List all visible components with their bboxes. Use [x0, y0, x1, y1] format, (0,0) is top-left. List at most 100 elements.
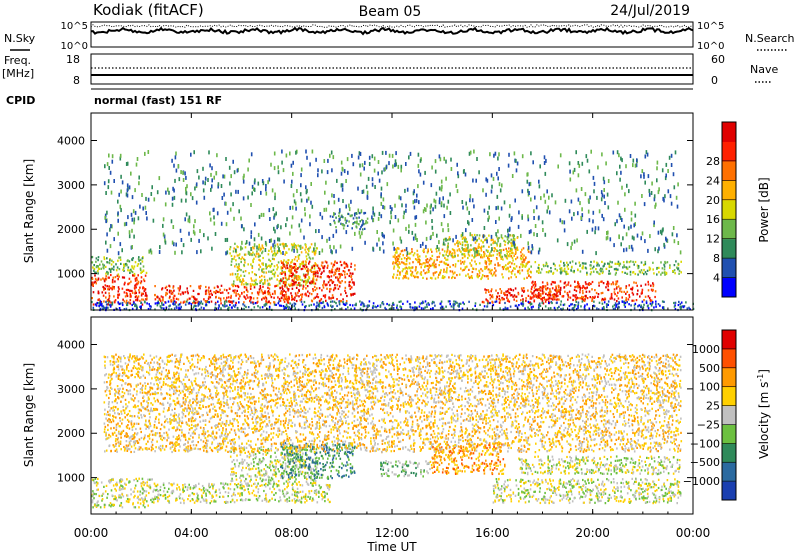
power-data-cell [448, 238, 451, 241]
power-data-cell [179, 303, 181, 306]
power-data-cell [674, 272, 676, 275]
power-data-cell [527, 289, 529, 292]
power-data-cell [593, 305, 596, 308]
power-data-cell [134, 296, 137, 299]
power-data-cell [656, 178, 658, 183]
power-data-cell [392, 241, 394, 246]
power-data-cell [398, 254, 400, 257]
power-data-cell [265, 267, 268, 270]
power-data-cell [316, 287, 318, 290]
power-data-cell [251, 271, 254, 274]
power-data-cell [360, 209, 363, 214]
power-data-cell [167, 300, 170, 303]
velocity-data-cell [315, 489, 318, 492]
power-data-cell [566, 292, 569, 295]
power-data-cell [311, 250, 314, 253]
power-data-cell [521, 154, 524, 159]
power-data-cell [456, 241, 458, 244]
power-data-cell [490, 189, 493, 194]
power-data-cell [505, 264, 507, 267]
power-data-cell [511, 294, 513, 297]
power-data-cell [265, 303, 268, 306]
power-data-cell [509, 292, 511, 295]
velocity-data-cell [103, 503, 106, 506]
power-data-cell [436, 256, 439, 259]
power-data-cell [291, 246, 294, 250]
power-data-cell [291, 279, 294, 282]
power-data-cell [243, 263, 245, 267]
power-data-cell [476, 157, 478, 161]
power-data-cell [130, 280, 132, 283]
power-data-cell [520, 263, 522, 266]
power-data-cell [624, 301, 627, 305]
velocity-data-cell [267, 484, 269, 487]
power-data-cell [431, 254, 434, 257]
power-data-cell [396, 306, 398, 309]
power-data-cell [491, 274, 494, 277]
power-data-cell [308, 304, 310, 307]
power-data-cell [625, 266, 628, 269]
power-data-cell [521, 269, 524, 272]
power-data-cell [550, 270, 552, 273]
power-data-cell [408, 252, 411, 255]
power-data-cell [428, 265, 430, 268]
power-data-cell [289, 284, 291, 287]
velocity-data-cell [163, 486, 166, 490]
velocity-data-cell [320, 493, 323, 496]
power-data-cell [522, 303, 525, 306]
power-data-cell [321, 289, 323, 292]
power-data-cell [204, 290, 207, 293]
power-data-cell [109, 259, 111, 262]
power-data-cell [240, 224, 243, 229]
power-data-cell [173, 297, 175, 300]
power-data-cell [233, 291, 236, 294]
power-data-cell [399, 262, 401, 265]
velocity-data-cell [296, 499, 298, 502]
power-data-cell [217, 182, 220, 187]
power-data-cell [235, 284, 237, 288]
power-data-cell [545, 287, 547, 290]
power-data-cell [150, 250, 153, 255]
power-data-cell [498, 298, 501, 301]
power-data-cell [106, 162, 109, 167]
power-data-cell [544, 199, 547, 204]
power-data-cell [571, 260, 574, 263]
power-data-cell [283, 280, 285, 284]
power-data-cell [651, 301, 654, 304]
power-data-cell [581, 249, 584, 254]
power-data-cell [297, 291, 299, 294]
power-data-cell [162, 296, 164, 299]
power-data-cell [421, 300, 424, 303]
power-data-cell [132, 257, 134, 260]
power-data-cell [272, 268, 275, 271]
power-data-cell [175, 151, 177, 156]
power-data-cell [342, 227, 345, 230]
power-data-cell [128, 234, 131, 239]
power-colorbar-swatch [722, 199, 736, 220]
power-data-cell [243, 286, 246, 289]
power-data-cell [104, 291, 107, 294]
power-data-cell [606, 231, 608, 235]
power-data-cell [129, 302, 132, 305]
power-data-cell [333, 300, 336, 303]
power-data-cell [345, 300, 348, 303]
power-data-cell [521, 265, 524, 268]
power-data-cell [641, 292, 643, 295]
power-data-cell [360, 225, 362, 229]
power-data-cell [399, 305, 401, 308]
power-data-cell [417, 276, 419, 279]
power-data-cell [661, 267, 664, 270]
velocity-data-cell [229, 500, 232, 504]
power-data-cell [267, 283, 269, 286]
power-data-cell [268, 305, 271, 308]
velocity-data-cell [249, 498, 251, 501]
power-data-cell [498, 252, 501, 255]
power-data-cell [487, 277, 489, 280]
power-data-cell [572, 270, 575, 273]
power-data-cell [552, 298, 554, 301]
power-data-cell [121, 301, 124, 305]
power-data-cell [326, 170, 329, 175]
power-data-cell [162, 298, 164, 301]
power-data-cell [418, 200, 420, 205]
power-data-cell [543, 296, 545, 299]
